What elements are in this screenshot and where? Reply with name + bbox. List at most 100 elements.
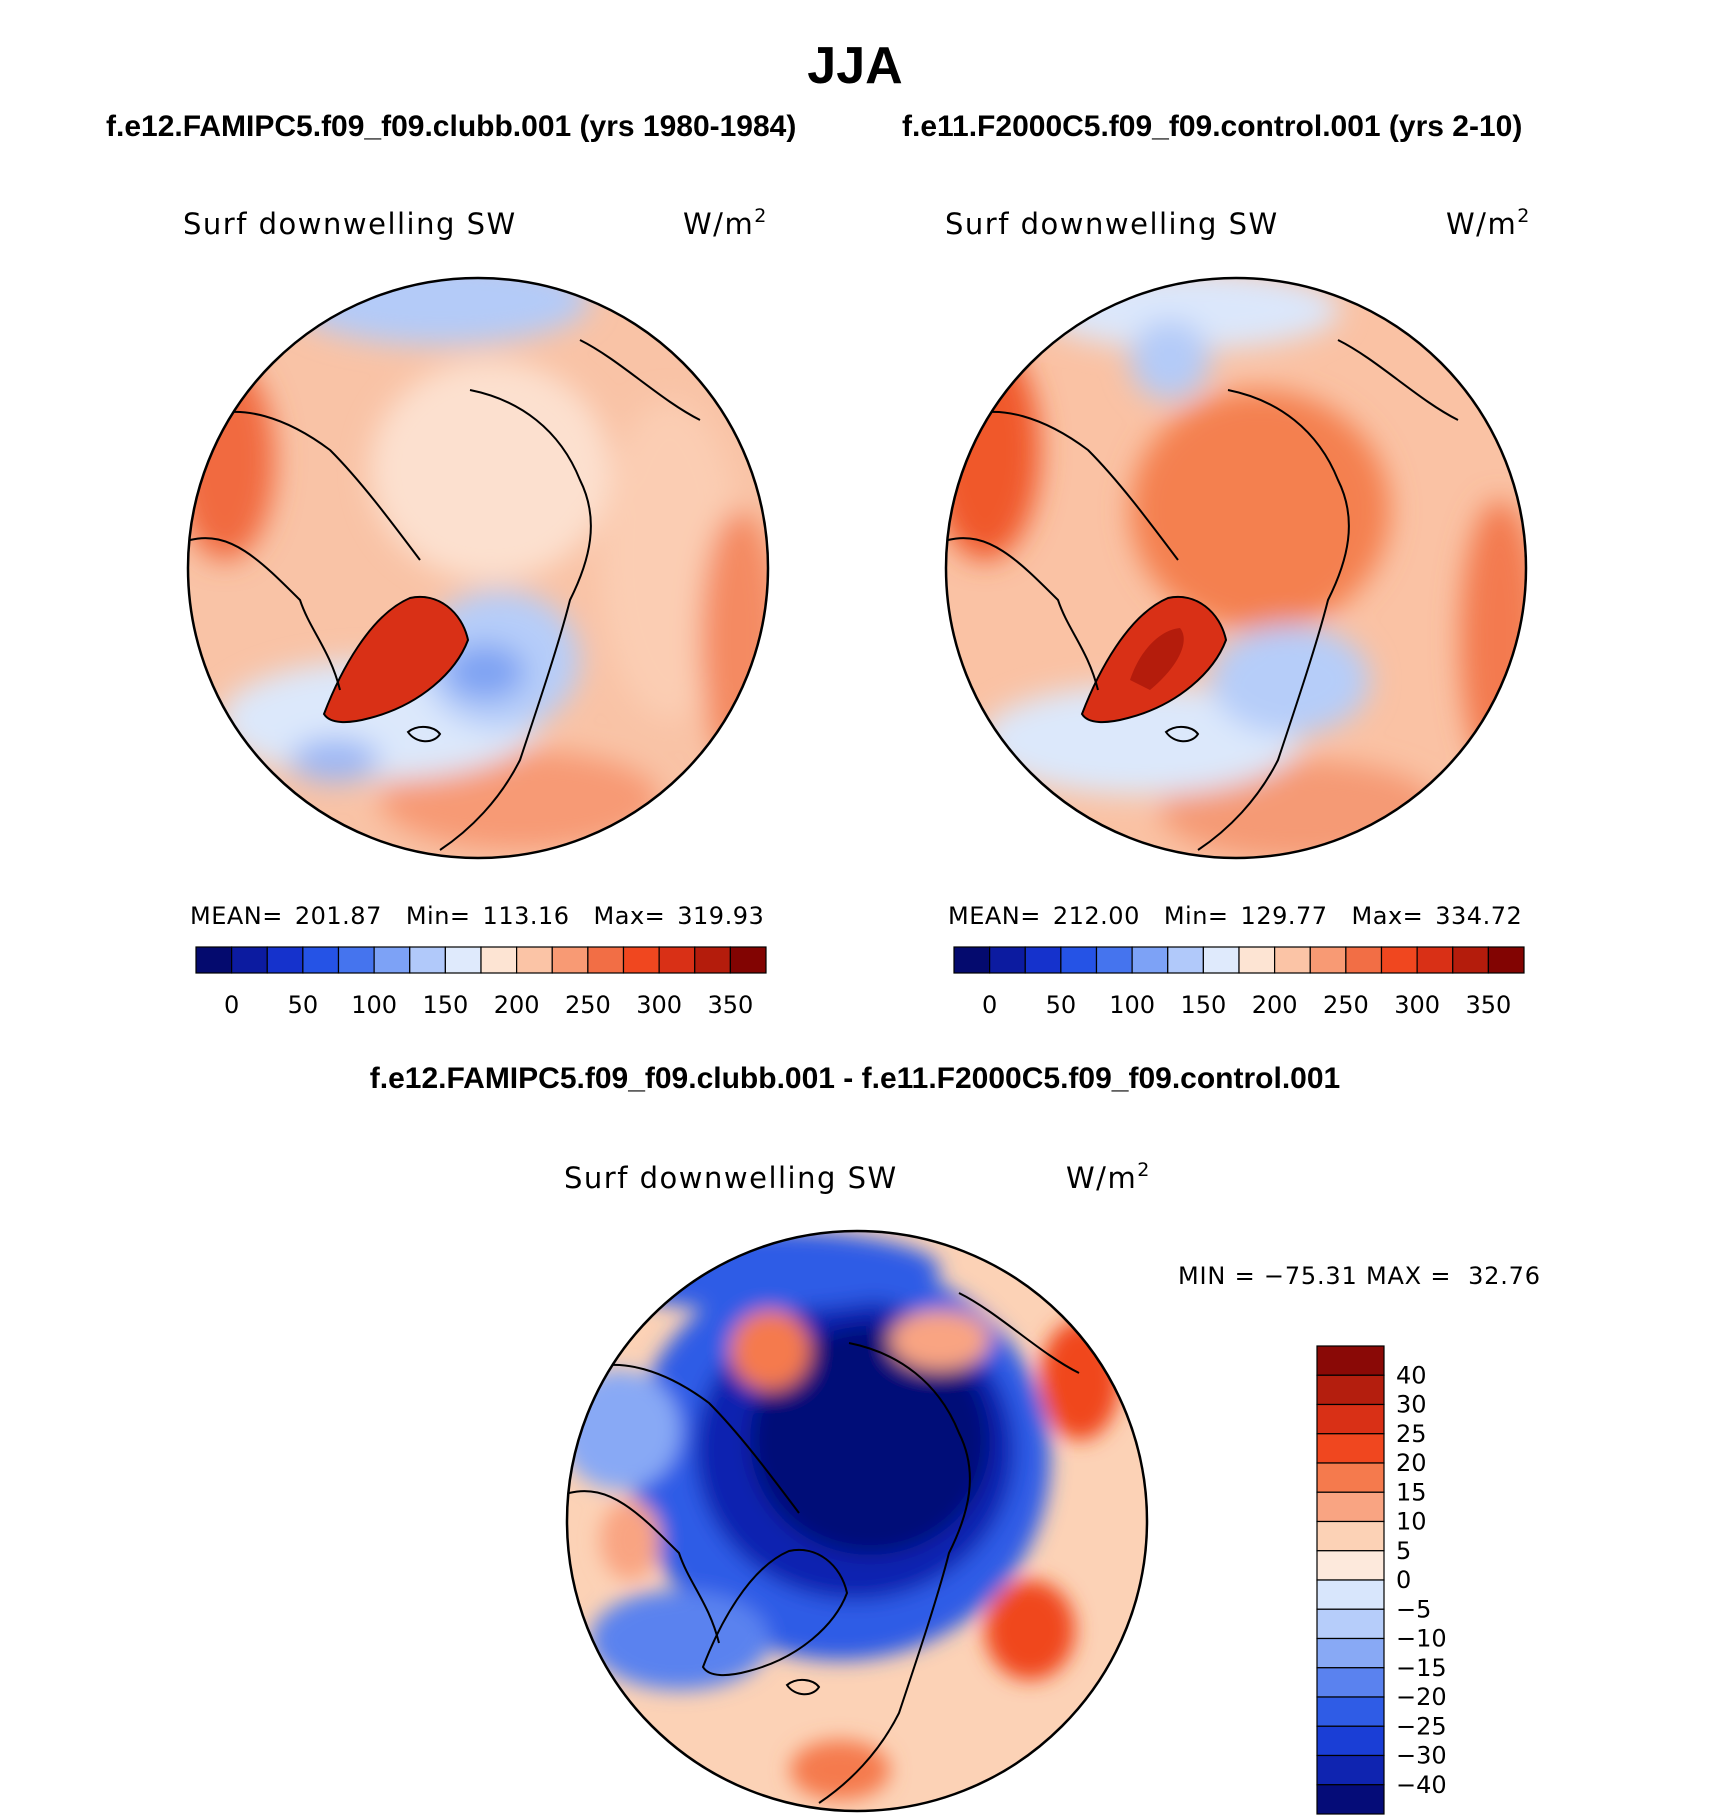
colorbar-3-box-8	[1316, 1579, 1385, 1610]
colorbar-3-box-12	[1316, 1696, 1385, 1727]
map-1-cool-patch	[290, 738, 380, 782]
max-value-1: 319.93	[677, 902, 764, 930]
min-label-2: Min=	[1164, 902, 1229, 930]
units-exp-1: 2	[754, 205, 768, 227]
colorbar-2-box-14	[1452, 946, 1489, 974]
units-label-1: W/m2	[683, 205, 768, 241]
colorbar-3-box-5	[1316, 1491, 1385, 1523]
map-1-light-region-pole	[370, 360, 610, 580]
colorbar-1-box-2	[266, 946, 304, 974]
field-label-2: Surf downwelling SW	[945, 207, 1279, 241]
map-2-greenland-core	[1130, 628, 1184, 690]
map-3	[567, 1231, 1147, 1811]
colorbar-1-box-7	[444, 946, 482, 974]
colorbar-3	[1316, 1345, 1385, 1815]
map-1-coastline-america	[189, 411, 421, 691]
map-3-warm-region-right	[985, 1580, 1075, 1680]
colorbar-2-box-0	[953, 946, 991, 974]
colorbar-2-tick: 300	[1394, 991, 1440, 1019]
colorbar-1-box-9	[516, 946, 553, 974]
map-1-cool-core	[445, 644, 525, 700]
stats-line-2: MEAN= 212.00 Min= 129.77 Max= 334.72	[948, 902, 1522, 930]
difference-title: f.e12.FAMIPC5.f09_f09.clubb.001 - f.e11.…	[369, 1062, 1341, 1095]
colorbar-1-tick: 350	[707, 991, 753, 1019]
map-3-cool-region-top	[580, 1231, 940, 1310]
case-title-right: f.e11.F2000C5.f09_f09.control.001 (yrs 2…	[902, 110, 1523, 143]
colorbar-2-box-2	[1024, 946, 1062, 974]
case-title-left: f.e12.FAMIPC5.f09_f09.clubb.001 (yrs 198…	[106, 110, 797, 143]
colorbar-3-tick: −10	[1396, 1625, 1447, 1653]
max-label-1: Max=	[594, 902, 666, 930]
map-1-iceland	[406, 726, 442, 743]
colorbar-1-box-13	[658, 946, 696, 974]
min-label-1: Min=	[406, 902, 471, 930]
colorbar-2-box-7	[1202, 946, 1240, 974]
colorbar-1-box-14	[694, 946, 731, 974]
colorbar-1-tick: 200	[494, 991, 540, 1019]
map-3-cool-region-bottom-left	[590, 1590, 770, 1690]
colorbar-1-box-3	[302, 946, 340, 974]
colorbar-2-box-9	[1274, 946, 1311, 974]
units-text-1: W/m	[683, 207, 754, 241]
min-value-2: 129.77	[1241, 902, 1328, 930]
units-exp-3: 2	[1137, 1159, 1151, 1181]
colorbar-2-box-3	[1060, 946, 1098, 974]
mean-value-2: 212.00	[1053, 902, 1140, 930]
colorbar-2-tick: 50	[1046, 991, 1077, 1019]
colorbar-3-box-13	[1316, 1725, 1385, 1757]
map-2-coastline-america	[947, 411, 1179, 691]
colorbar-3-tick: 40	[1396, 1361, 1427, 1389]
map-2-cool-core-top	[1130, 320, 1210, 400]
colorbar-3-tick: 5	[1396, 1537, 1411, 1565]
colorbar-1-box-1	[231, 946, 268, 974]
min-value-1: 113.16	[483, 902, 570, 930]
colorbar-1-box-6	[409, 946, 446, 974]
colorbar-1-tick: 300	[636, 991, 682, 1019]
colorbar-1-tick: 250	[565, 991, 611, 1019]
map-3-greenland	[701, 1548, 849, 1677]
colorbar-2-tick: 350	[1465, 991, 1511, 1019]
colorbar-2-box-12	[1380, 946, 1418, 974]
colorbar-3-box-6	[1316, 1520, 1385, 1552]
colorbar-2-box-6	[1167, 946, 1204, 974]
colorbar-2-box-10	[1309, 946, 1347, 974]
map-3-coastline-america	[568, 1364, 800, 1644]
map-3-cool-region-left	[567, 1370, 680, 1490]
page-title: JJA	[807, 37, 903, 95]
stats-line-1: MEAN= 201.87 Min= 113.16 Max= 319.93	[190, 902, 764, 930]
colorbar-3-tick: −30	[1396, 1742, 1447, 1770]
colorbar-3-box-0	[1316, 1345, 1385, 1376]
colorbar-1	[195, 946, 767, 974]
colorbar-1-tick: 100	[351, 991, 397, 1019]
colorbar-1-box-12	[622, 946, 660, 974]
units-text-2: W/m	[1446, 207, 1517, 241]
colorbar-1-tick: 50	[288, 991, 319, 1019]
colorbar-2-tick: 250	[1323, 991, 1369, 1019]
colorbar-3-box-7	[1316, 1550, 1385, 1581]
map-1-coastline-eurasia	[439, 339, 701, 851]
map-1-warm-region-bottom	[380, 750, 660, 850]
map-3-coastline-eurasia	[818, 1292, 1080, 1804]
colorbar-1-ticks: 0 50 100 150 200 250 300 350	[224, 991, 753, 1019]
colorbar-3-box-2	[1316, 1403, 1385, 1435]
mean-label-2: MEAN=	[948, 902, 1041, 930]
map-3-iceland	[785, 1679, 821, 1696]
field-label-1: Surf downwelling SW	[183, 207, 517, 241]
colorbar-2-box-15	[1487, 946, 1525, 974]
map-3-warm-region-top	[730, 1310, 810, 1390]
max-value-2: 334.72	[1435, 902, 1522, 930]
mean-label-1: MEAN=	[190, 902, 283, 930]
colorbar-2-box-13	[1416, 946, 1454, 974]
colorbar-1-box-5	[373, 946, 411, 974]
colorbar-2-tick: 100	[1109, 991, 1155, 1019]
colorbar-3-box-11	[1316, 1667, 1385, 1698]
map-2-coastline-eurasia	[1197, 339, 1459, 851]
colorbar-2-ticks: 0 50 100 150 200 250 300 350	[982, 991, 1511, 1019]
max-label-2: Max=	[1352, 902, 1424, 930]
map-2-cool-region-atlantic	[980, 685, 1300, 795]
map-2-cool-region-greenland-sea	[1210, 625, 1370, 735]
field-label-3: Surf downwelling SW	[564, 1161, 898, 1195]
colorbar-3-tick: 30	[1396, 1391, 1427, 1419]
